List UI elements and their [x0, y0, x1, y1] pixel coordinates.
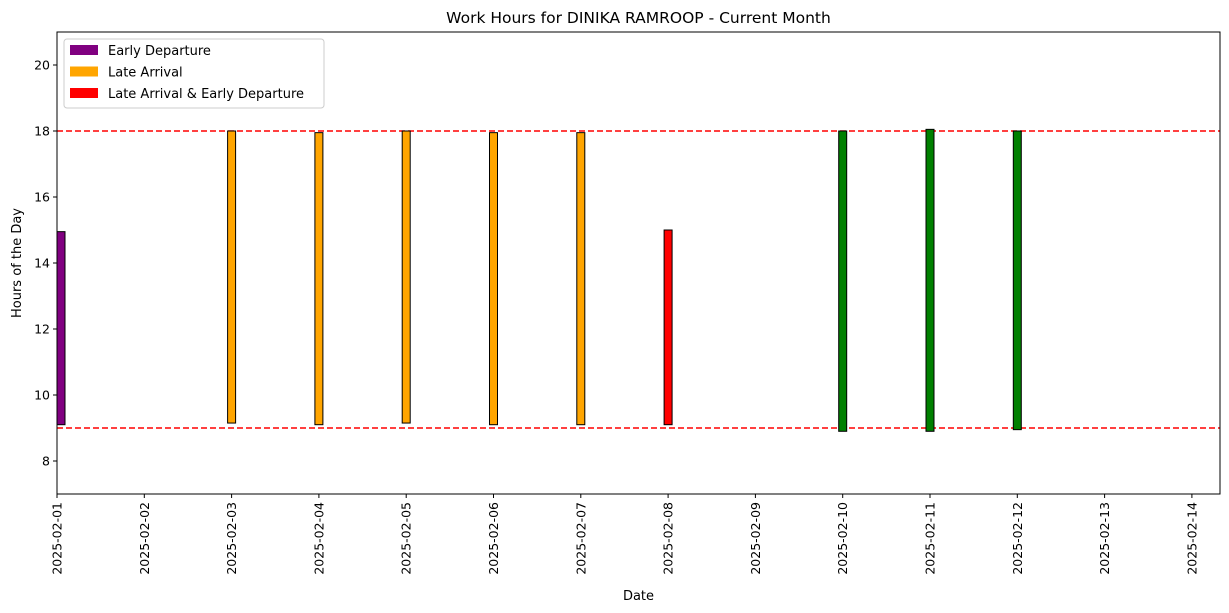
- legend-swatch: [70, 45, 98, 55]
- bar: [314, 132, 324, 426]
- x-tick-label: 2025-02-12: [1010, 502, 1025, 575]
- bar: [56, 231, 66, 426]
- y-axis: 8 10 12 14 16 18 20: [34, 58, 57, 469]
- legend: Early Departure Late Arrival Late Arrival …: [63, 38, 325, 109]
- bars-group: [56, 128, 1022, 432]
- x-tick-label: 2025-02-09: [748, 502, 763, 575]
- x-tick-label: 2025-02-04: [311, 502, 326, 575]
- x-tick-label: 2025-02-02: [137, 502, 152, 575]
- chart-title: Work Hours for DINIKA RAMROOP - Current …: [446, 9, 831, 27]
- x-tick-label: 2025-02-11: [923, 502, 938, 575]
- y-tick-label: 8: [42, 454, 50, 469]
- legend-swatch: [70, 66, 98, 77]
- x-tick-label: 2025-02-03: [224, 502, 239, 575]
- reference-lines: [57, 130, 1220, 429]
- x-tick-label: 2025-02-13: [1097, 502, 1112, 575]
- x-tick-label: 2025-02-01: [50, 502, 65, 575]
- y-tick-label: 20: [34, 58, 50, 73]
- legend-label: Early Departure: [108, 44, 211, 59]
- x-axis-label: Date: [623, 589, 654, 604]
- bar: [838, 130, 848, 432]
- y-tick-label: 16: [34, 190, 50, 205]
- y-tick-label: 12: [34, 322, 50, 337]
- legend-label: Late Arrival & Early Departure: [108, 87, 304, 102]
- bar: [663, 229, 673, 426]
- x-axis: 2025-02-01 2025-02-02 2025-02-03 2025-02-04…: [50, 494, 1199, 575]
- x-tick-label: 2025-02-07: [573, 502, 588, 575]
- x-tick-label: 2025-02-14: [1184, 502, 1199, 575]
- legend-swatch: [70, 88, 98, 98]
- y-tick-label: 18: [34, 124, 50, 139]
- bar: [925, 128, 935, 432]
- bar: [576, 132, 586, 426]
- bar: [1012, 130, 1022, 431]
- x-tick-label: 2025-02-05: [399, 502, 414, 575]
- bar: [489, 132, 498, 426]
- x-tick-label: 2025-02-10: [835, 502, 850, 575]
- y-axis-label: Hours of the Day: [10, 208, 25, 318]
- y-tick-label: 14: [34, 256, 50, 271]
- y-tick-label: 10: [34, 388, 50, 403]
- legend-box: [63, 38, 325, 109]
- x-tick-label: 2025-02-06: [486, 502, 501, 575]
- legend-label: Late Arrival: [108, 66, 183, 81]
- bar: [227, 130, 237, 424]
- bar: [401, 130, 411, 424]
- x-tick-label: 2025-02-08: [661, 502, 676, 575]
